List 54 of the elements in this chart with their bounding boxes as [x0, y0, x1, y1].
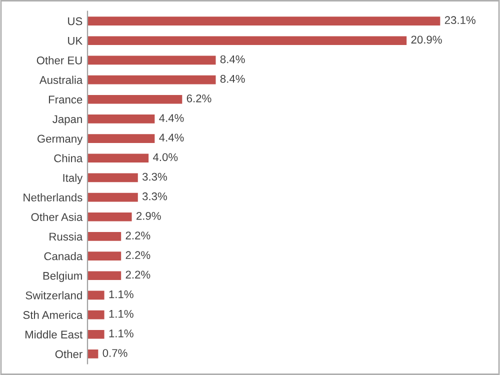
data-label: 20.9% — [411, 36, 442, 44]
data-label: 2.2% — [126, 232, 150, 240]
data-label: 2.2% — [126, 251, 150, 259]
bar — [88, 330, 104, 339]
y-tick-label: Netherlands — [24, 193, 82, 202]
bar — [88, 290, 104, 300]
bar — [88, 212, 132, 222]
bar — [88, 252, 122, 260]
y-tick-label: Canada — [44, 252, 83, 260]
y-tick-label: Italy — [63, 174, 83, 184]
y-tick-label: China — [54, 154, 83, 162]
bar — [88, 271, 122, 280]
y-tick-label: Switzerland — [26, 291, 82, 300]
bar — [88, 134, 155, 143]
data-label: 23.1% — [444, 16, 476, 24]
y-tick-label: UK — [68, 37, 83, 45]
data-label: 1.1% — [109, 290, 134, 298]
y-tick-label: Middle East — [26, 330, 83, 339]
data-label: 8.4% — [220, 74, 245, 83]
y-tick-label: Germany — [38, 134, 83, 145]
y-tick-label: Sth America — [23, 310, 83, 319]
bar — [88, 350, 98, 358]
y-tick-label: Russia — [50, 232, 83, 241]
data-label: 1.1% — [109, 310, 134, 318]
data-label: 8.4% — [220, 55, 245, 64]
data-label: 1.1% — [109, 330, 134, 338]
data-label: 4.4% — [159, 134, 184, 142]
data-label: 3.3% — [142, 172, 167, 181]
bar — [88, 154, 149, 163]
data-label: 4.0% — [152, 153, 178, 162]
bar — [88, 114, 155, 124]
y-tick-label: Other EU — [36, 56, 82, 64]
bar — [88, 56, 216, 65]
y-tick-label: Belgium — [43, 272, 82, 282]
data-label: 3.3% — [142, 192, 167, 200]
bar — [88, 94, 182, 104]
bar — [88, 36, 407, 46]
bar — [88, 192, 138, 202]
y-tick-label: Australia — [39, 76, 83, 84]
bar — [88, 75, 216, 84]
y-tick-label: US — [68, 17, 82, 26]
bar — [88, 232, 122, 241]
bar — [88, 173, 138, 182]
y-tick-label: France — [48, 96, 82, 104]
bar — [88, 16, 440, 26]
y-tick-label: Other Asia — [31, 212, 83, 222]
data-label: 6.2% — [186, 94, 212, 102]
y-tick-label: Japan — [52, 115, 82, 126]
data-label: 2.2% — [126, 270, 150, 279]
y-tick-label: Other — [55, 350, 82, 358]
bar — [88, 310, 104, 320]
data-label: 2.9% — [136, 212, 161, 220]
data-label: 0.7% — [102, 349, 128, 357]
data-label: 4.4% — [159, 114, 184, 122]
